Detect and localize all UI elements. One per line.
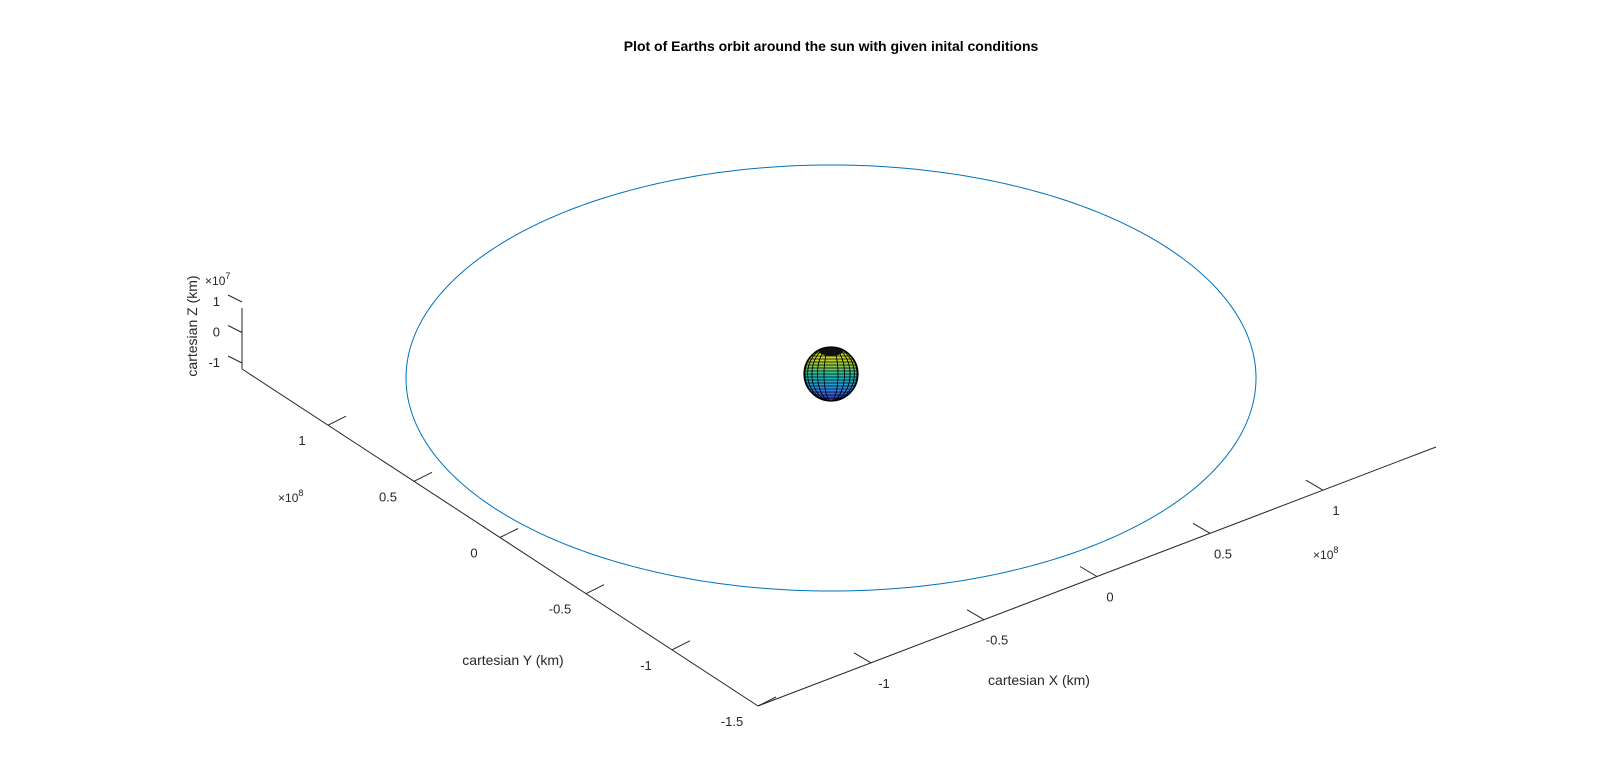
y-exponent-power: 8 — [298, 488, 303, 498]
x-exponent-base: 10 — [1320, 548, 1334, 562]
x-tick-mark — [966, 609, 985, 621]
sun-surface — [804, 347, 858, 401]
z-exponent-label: ×107 — [205, 271, 230, 288]
x-axis-label: cartesian X (km) — [988, 672, 1090, 688]
z-exponent-power: 7 — [225, 271, 230, 281]
y-tick-mark — [413, 471, 433, 482]
z-tick-label: 1 — [213, 294, 220, 309]
z-tick-label: 0 — [213, 325, 220, 340]
y-axis-label: cartesian Y (km) — [462, 652, 563, 668]
z-tick-mark — [227, 294, 243, 303]
chart-title: Plot of Earths orbit around the sun with… — [624, 38, 1039, 54]
x-tick-label: 1 — [1332, 503, 1339, 518]
sun-longitude-line — [823, 347, 839, 401]
y-tick-label: -1 — [640, 658, 652, 673]
sun-longitude-line — [804, 347, 858, 401]
z-tick-label: -1 — [208, 355, 220, 370]
svg-text:×108: ×108 — [1313, 545, 1338, 562]
y-exponent-prefix: × — [278, 491, 285, 505]
sun-top-cap — [819, 347, 843, 356]
y-tick-label: -1.5 — [721, 714, 743, 729]
y-tick-label: 0.5 — [379, 489, 397, 504]
x-tick-label: -1 — [878, 676, 890, 691]
x-tick-mark — [1305, 479, 1324, 491]
y-tick-label: 1 — [298, 433, 305, 448]
y-tick-mark — [585, 584, 605, 595]
y-tick-mark — [757, 696, 777, 707]
sun-longitude-line — [817, 347, 845, 401]
y-exponent-base: 10 — [285, 491, 299, 505]
x-tick-label: 0.5 — [1214, 546, 1232, 561]
x-exponent-prefix: × — [1313, 548, 1320, 562]
sun-longitude-line — [807, 347, 855, 401]
y-tick-mark — [327, 415, 347, 426]
x-tick-label: -0.5 — [986, 633, 1008, 648]
x-tick-mark — [853, 652, 872, 664]
sun-outline — [803, 346, 859, 402]
z-tick-mark — [227, 355, 243, 364]
z-exponent-prefix: × — [205, 274, 212, 288]
svg-text:×107: ×107 — [205, 271, 230, 288]
y-exponent-label: ×108 — [278, 488, 303, 505]
sun-sphere — [803, 346, 859, 402]
sun-longitude-line — [811, 347, 851, 401]
svg-text:×108: ×108 — [278, 488, 303, 505]
x-tick-mark — [1192, 522, 1211, 534]
x-tick-mark — [1079, 566, 1098, 577]
y-tick-label: -0.5 — [549, 602, 571, 617]
y-tick-label: 0 — [470, 546, 477, 561]
ticks: -1 -0.5 0 0.5 1 -1.5 -1 -0.5 0 0.5 1 -1 0 1 — [208, 294, 1339, 729]
z-exponent-base: 10 — [212, 274, 226, 288]
y-tick-mark — [671, 640, 691, 651]
x-tick-label: 0 — [1106, 590, 1113, 605]
x-exponent-power: 8 — [1333, 545, 1338, 555]
y-tick-mark — [499, 528, 519, 538]
orbit-line — [405, 164, 1257, 592]
x-exponent-label: ×108 — [1313, 545, 1338, 562]
z-axis-label: cartesian Z (km) — [184, 275, 200, 376]
z-tick-mark — [227, 325, 243, 333]
